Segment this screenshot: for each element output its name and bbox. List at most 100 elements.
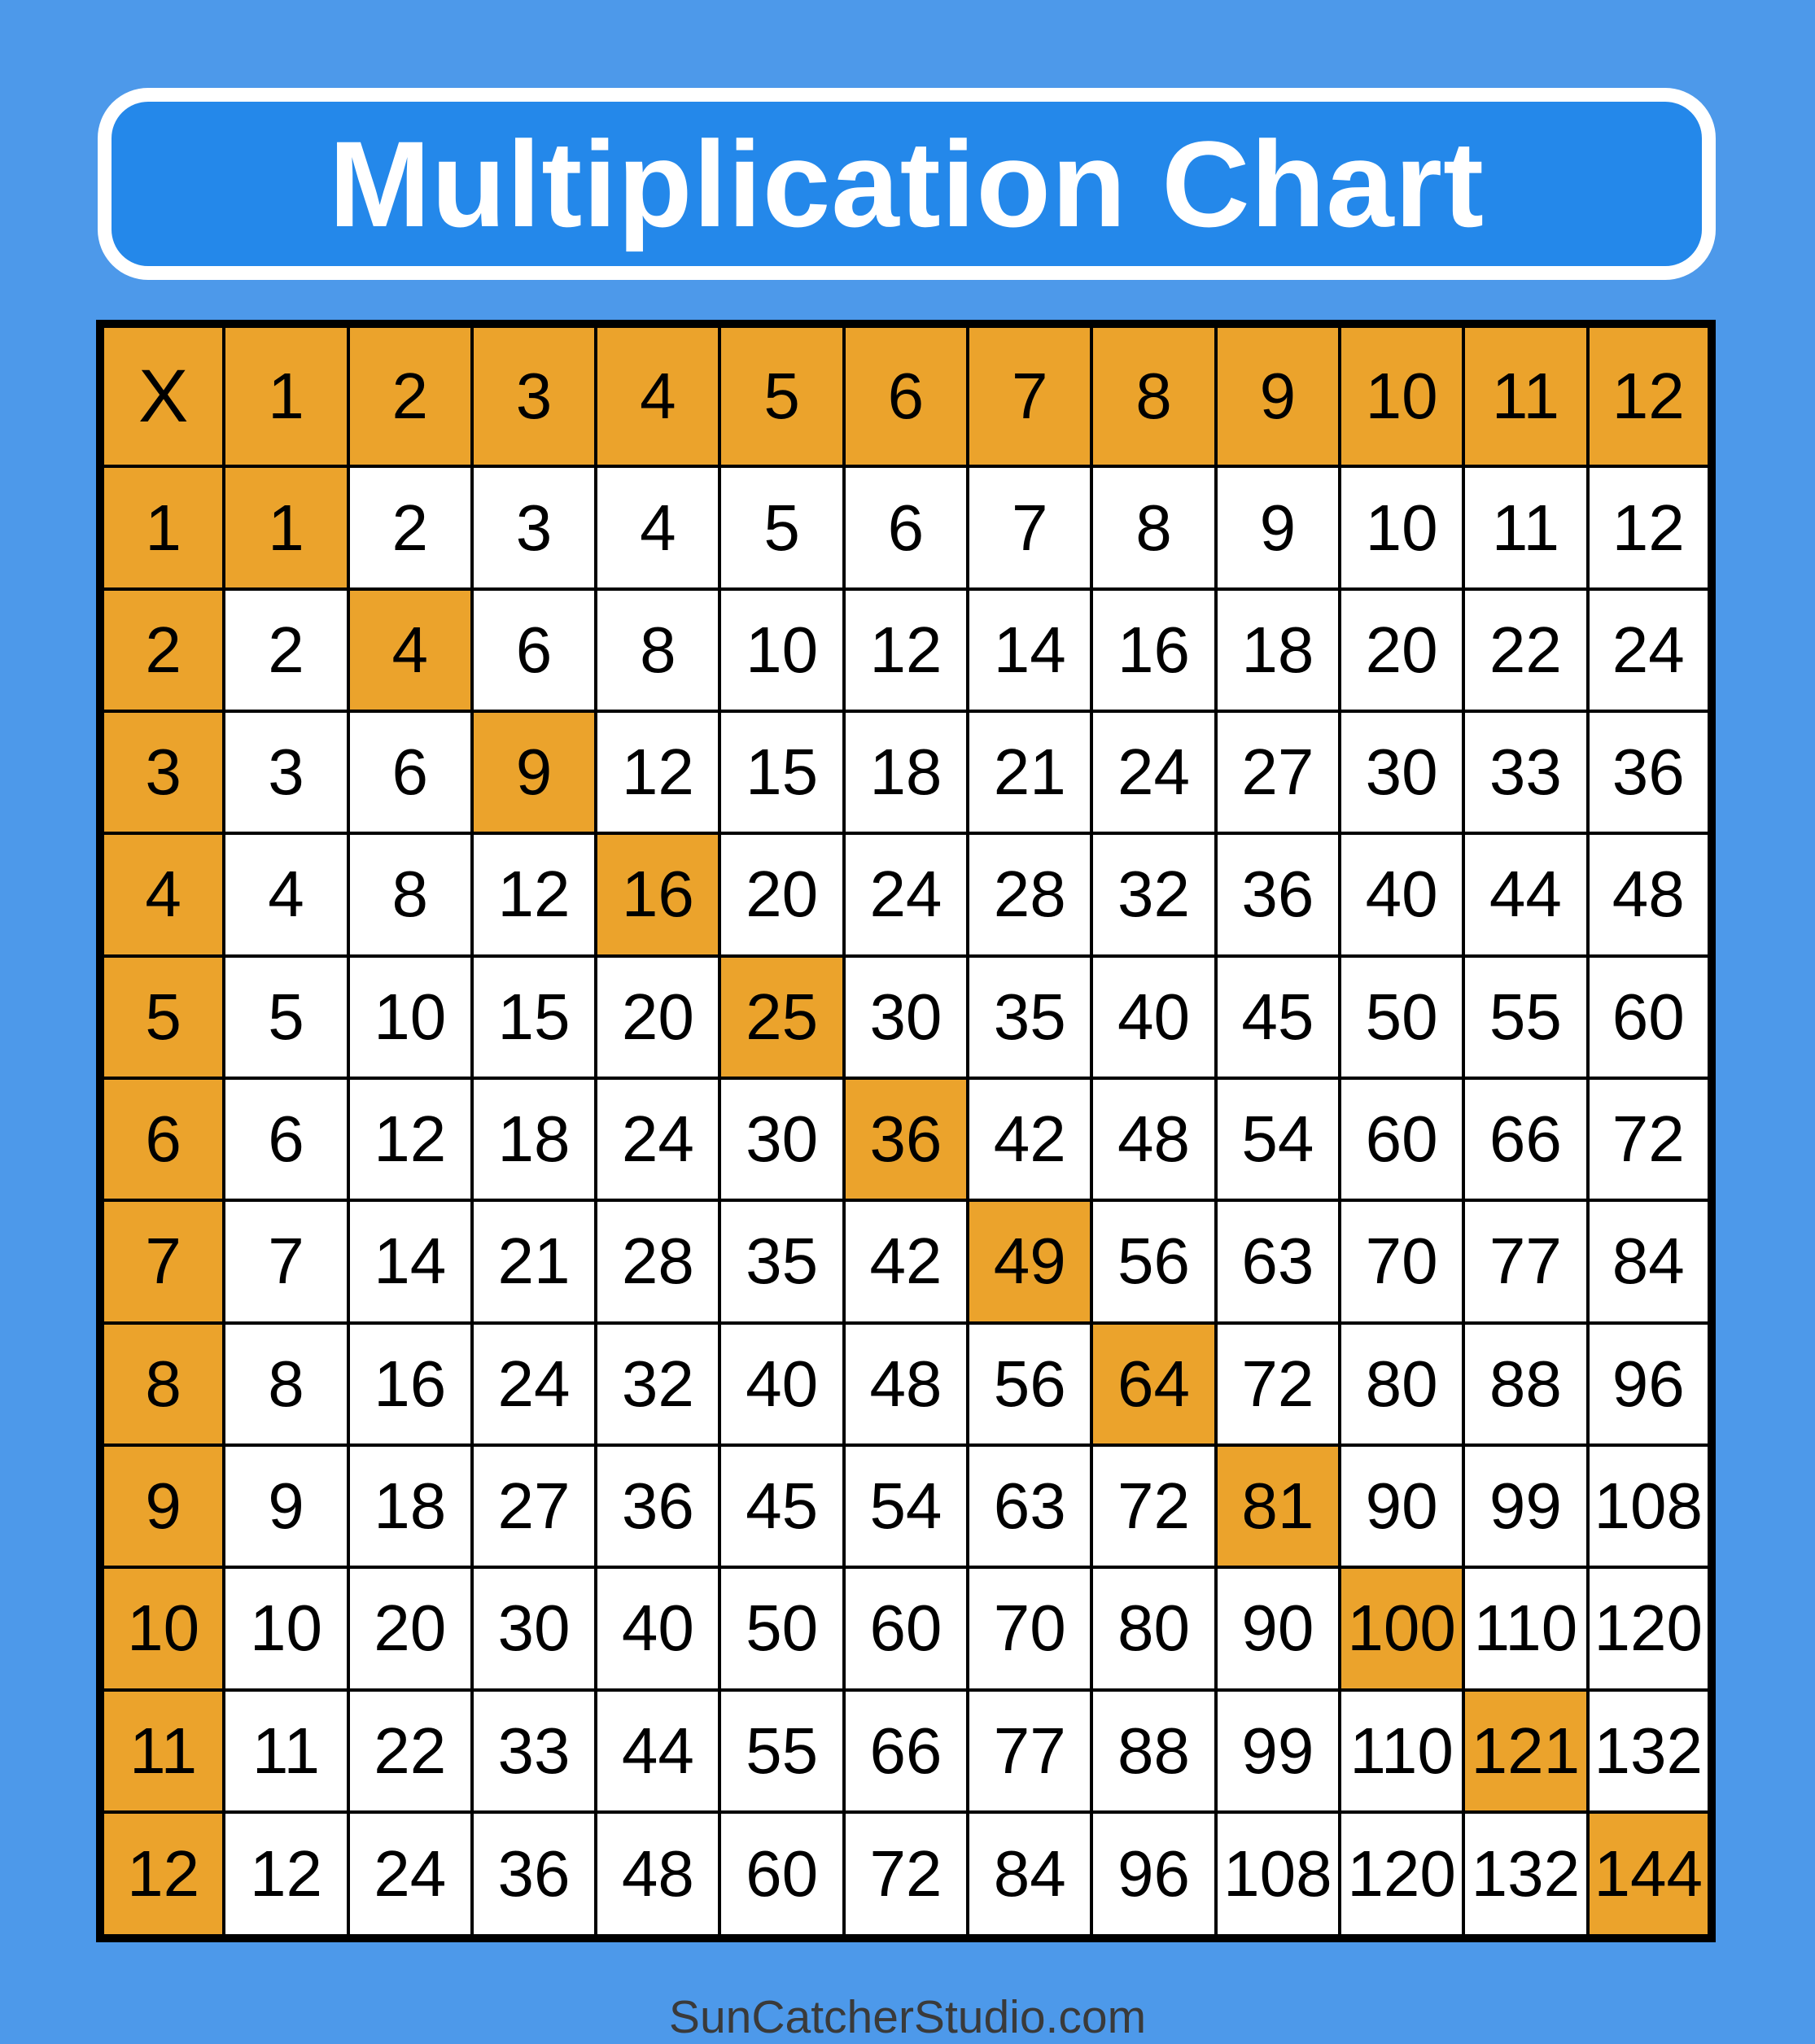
product-cell: 33	[1462, 709, 1590, 836]
product-cell: 20	[718, 832, 846, 958]
column-header-cell: 2	[346, 321, 474, 469]
product-cell: 72	[1585, 1076, 1714, 1203]
product-cell: 60	[718, 1810, 846, 1941]
product-cell: 10	[1337, 465, 1466, 591]
product-cell: 22	[1462, 587, 1590, 714]
product-cell: 14	[966, 587, 1094, 714]
product-cell: 10	[346, 954, 474, 1080]
product-cell: 110	[1462, 1566, 1590, 1692]
product-cell: 8	[346, 832, 474, 958]
row-header-cell: 3	[98, 709, 226, 836]
table-row: 9 9 18 27 36 45 54 63 72 81 90 99 108	[98, 1443, 1714, 1570]
column-header-cell: 8	[1090, 321, 1218, 469]
product-cell: 9	[1214, 465, 1341, 591]
product-cell-highlighted: 4	[346, 587, 474, 714]
column-header-cell: 1	[222, 321, 350, 469]
column-header-cell: 10	[1337, 321, 1466, 469]
product-cell: 12	[842, 587, 970, 714]
product-cell-highlighted: 25	[718, 954, 846, 1080]
row-header-cell: 5	[98, 954, 226, 1080]
table-row: 11 11 22 33 44 55 66 77 88 99 110 121 132	[98, 1688, 1714, 1814]
product-cell-highlighted: 144	[1585, 1810, 1714, 1941]
product-cell: 11	[1462, 465, 1590, 591]
table-row: 8 8 16 24 32 40 48 56 64 72 80 88 96	[98, 1321, 1714, 1447]
product-cell: 7	[222, 1199, 350, 1325]
product-cell: 110	[1337, 1688, 1466, 1814]
product-cell: 132	[1585, 1688, 1714, 1814]
product-cell: 70	[966, 1566, 1094, 1692]
product-cell: 32	[594, 1321, 722, 1447]
row-header-cell: 6	[98, 1076, 226, 1203]
product-cell: 5	[222, 954, 350, 1080]
row-header-cell: 10	[98, 1566, 226, 1692]
product-cell: 2	[346, 465, 474, 591]
product-cell: 90	[1337, 1443, 1466, 1570]
product-cell: 14	[346, 1199, 474, 1325]
product-cell: 24	[1585, 587, 1714, 714]
product-cell: 84	[966, 1810, 1094, 1941]
product-cell: 72	[1090, 1443, 1218, 1570]
product-cell: 44	[1462, 832, 1590, 958]
table-corner-cell: X	[98, 321, 226, 469]
product-cell: 18	[842, 709, 970, 836]
product-cell: 16	[346, 1321, 474, 1447]
product-cell: 20	[346, 1566, 474, 1692]
product-cell: 21	[966, 709, 1094, 836]
column-header-cell: 5	[718, 321, 846, 469]
product-cell: 3	[470, 465, 598, 591]
column-header-cell: 7	[966, 321, 1094, 469]
product-cell: 35	[966, 954, 1094, 1080]
product-cell: 60	[842, 1566, 970, 1692]
product-cell: 42	[966, 1076, 1094, 1203]
product-cell: 72	[1214, 1321, 1341, 1447]
product-cell-highlighted: 64	[1090, 1321, 1218, 1447]
product-cell: 72	[842, 1810, 970, 1941]
row-header-cell: 7	[98, 1199, 226, 1325]
column-header-cell: 4	[594, 321, 722, 469]
product-cell-highlighted: 36	[842, 1076, 970, 1203]
product-cell: 8	[594, 587, 722, 714]
product-cell: 96	[1090, 1810, 1218, 1941]
column-header-cell: 9	[1214, 321, 1341, 469]
product-cell: 48	[842, 1321, 970, 1447]
row-header-cell: 4	[98, 832, 226, 958]
product-cell: 96	[1585, 1321, 1714, 1447]
product-cell: 27	[470, 1443, 598, 1570]
product-cell: 6	[346, 709, 474, 836]
product-cell: 120	[1585, 1566, 1714, 1692]
product-cell: 44	[594, 1688, 722, 1814]
product-cell: 40	[594, 1566, 722, 1692]
product-cell: 40	[718, 1321, 846, 1447]
product-cell: 7	[966, 465, 1094, 591]
product-cell: 42	[842, 1199, 970, 1325]
table-row: 3 3 6 9 12 15 18 21 24 27 30 33 36	[98, 709, 1714, 836]
product-cell: 30	[1337, 709, 1466, 836]
product-cell: 4	[222, 832, 350, 958]
product-cell: 12	[594, 709, 722, 836]
product-cell: 108	[1214, 1810, 1341, 1941]
product-cell: 35	[718, 1199, 846, 1325]
table-row: 7 7 14 21 28 35 42 49 56 63 70 77 84	[98, 1199, 1714, 1325]
product-cell: 12	[222, 1810, 350, 1941]
product-cell: 48	[1585, 832, 1714, 958]
product-cell: 88	[1090, 1688, 1218, 1814]
row-header-cell: 12	[98, 1810, 226, 1941]
product-cell: 15	[718, 709, 846, 836]
product-cell: 12	[346, 1076, 474, 1203]
product-cell: 28	[966, 832, 1094, 958]
product-cell: 12	[470, 832, 598, 958]
product-cell: 8	[222, 1321, 350, 1447]
column-header-cell: 12	[1585, 321, 1714, 469]
product-cell: 24	[470, 1321, 598, 1447]
product-cell: 9	[222, 1443, 350, 1570]
product-cell-highlighted: 1	[222, 465, 350, 591]
product-cell: 50	[718, 1566, 846, 1692]
product-cell: 66	[1462, 1076, 1590, 1203]
product-cell: 22	[346, 1688, 474, 1814]
product-cell: 24	[594, 1076, 722, 1203]
product-cell: 24	[842, 832, 970, 958]
table-row: 1 1 2 3 4 5 6 7 8 9 10 11 12	[98, 465, 1714, 591]
product-cell: 15	[470, 954, 598, 1080]
product-cell: 63	[966, 1443, 1094, 1570]
table-row: 12 12 24 36 48 60 72 84 96 108 120 132 144	[98, 1810, 1714, 1941]
